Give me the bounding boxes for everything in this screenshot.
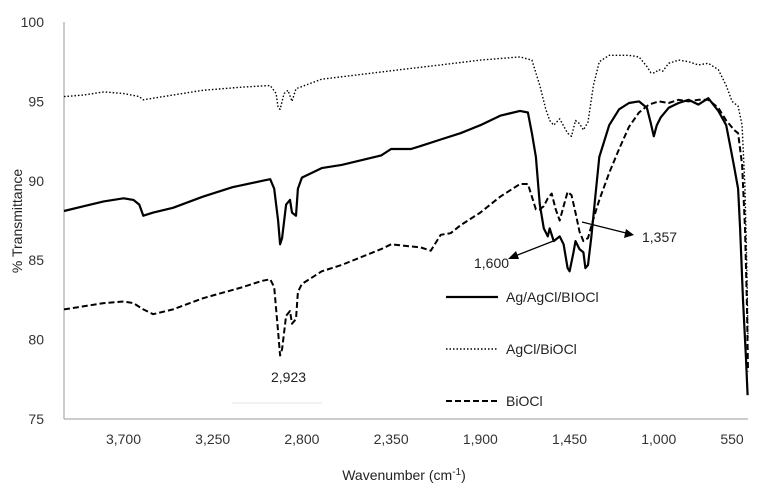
y-tick-label: 100 bbox=[21, 14, 45, 30]
y-tick-labels: 75 80 85 90 95 100 bbox=[21, 14, 45, 427]
y-tick-label: 95 bbox=[28, 93, 44, 109]
y-tick-label: 75 bbox=[28, 411, 44, 427]
x-tick-label: 1,000 bbox=[641, 431, 676, 447]
svg-text:2,923: 2,923 bbox=[271, 369, 306, 385]
annotation-1357: 1,357 bbox=[581, 221, 677, 245]
annotation-1600: 1,600 bbox=[474, 239, 557, 271]
x-tick-labels: 3,700 3,250 2,800 2,350 1,900 1,450 1,000 550 bbox=[106, 431, 744, 447]
svg-text:BiOCl: BiOCl bbox=[506, 393, 543, 409]
legend-item-biocl: BiOCl bbox=[446, 393, 543, 409]
x-tick-label: 1,900 bbox=[463, 431, 498, 447]
x-tick-label: 2,350 bbox=[374, 431, 409, 447]
annotation-1357-arrowhead bbox=[624, 229, 634, 238]
svg-text:Ag/AgCl/BIOCl: Ag/AgCl/BIOCl bbox=[506, 289, 599, 305]
svg-text:1,600: 1,600 bbox=[474, 255, 509, 271]
y-tick-label: 80 bbox=[28, 332, 44, 348]
svg-text:AgCl/BiOCl: AgCl/BiOCl bbox=[506, 341, 577, 357]
annotation-2923: 2,923 bbox=[232, 369, 322, 404]
annotation-1600-arrow bbox=[514, 239, 557, 257]
annotation-1600-arrowhead bbox=[508, 251, 519, 259]
x-tick-label: 1,450 bbox=[552, 431, 587, 447]
y-axis-title: % Transmittance bbox=[9, 169, 25, 273]
series-line-dotted bbox=[63, 54, 749, 340]
x-tick-label: 3,250 bbox=[195, 431, 230, 447]
x-axis-title: Wavenumber (cm-1) bbox=[342, 467, 466, 483]
x-tick-label: 3,700 bbox=[106, 431, 141, 447]
y-tick-label: 90 bbox=[28, 173, 44, 189]
legend-item-agcl-biocl: AgCl/BiOCl bbox=[446, 341, 577, 357]
x-tick-label: 2,800 bbox=[284, 431, 319, 447]
legend: Ag/AgCl/BIOCl AgCl/BiOCl BiOCl bbox=[446, 289, 599, 409]
y-tick-label: 85 bbox=[28, 252, 44, 268]
legend-item-ag-agcl-bioc: Ag/AgCl/BIOCl bbox=[446, 289, 599, 305]
series-line-solid bbox=[63, 97, 749, 396]
annotation-1357-arrow bbox=[581, 221, 627, 234]
svg-text:1,357: 1,357 bbox=[642, 229, 677, 245]
series-line-dashed bbox=[63, 98, 749, 372]
x-tick-label: 550 bbox=[720, 431, 744, 447]
